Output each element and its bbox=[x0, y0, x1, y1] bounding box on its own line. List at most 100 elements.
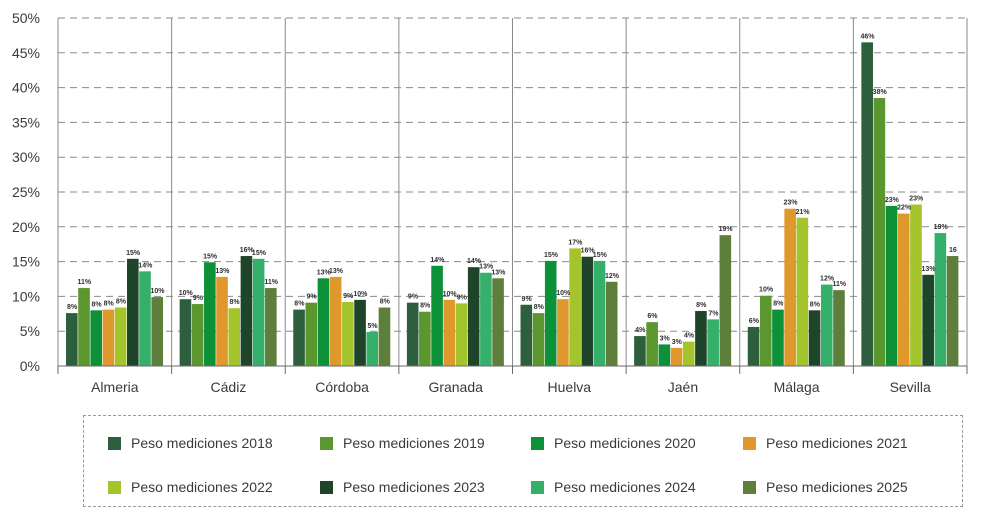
legend-item: Peso mediciones 2020 bbox=[531, 435, 696, 451]
y-tick-label: 25% bbox=[12, 184, 40, 200]
legend: Peso mediciones 2018 Peso mediciones 2019… bbox=[83, 415, 963, 507]
legend-swatch bbox=[320, 480, 333, 494]
data-label: 8% bbox=[534, 304, 545, 311]
bar bbox=[66, 313, 78, 366]
data-label: 8% bbox=[380, 299, 391, 306]
data-label: 16% bbox=[581, 248, 596, 255]
data-label: 15% bbox=[593, 252, 608, 259]
bar bbox=[670, 347, 683, 366]
data-label: 13% bbox=[479, 264, 494, 271]
legend-item: Peso mediciones 2024 bbox=[531, 479, 696, 495]
bar bbox=[922, 274, 934, 366]
bar bbox=[419, 311, 431, 366]
data-label: 46% bbox=[860, 33, 875, 40]
bar bbox=[240, 256, 253, 366]
bar bbox=[228, 308, 241, 366]
data-label: 6% bbox=[749, 318, 760, 325]
bar bbox=[695, 311, 707, 366]
data-label: 14% bbox=[430, 257, 445, 264]
data-label: 10% bbox=[759, 287, 774, 294]
bar bbox=[557, 299, 569, 366]
y-tick-label: 0% bbox=[20, 358, 40, 374]
bar bbox=[492, 278, 504, 366]
data-label: 16% bbox=[240, 247, 255, 254]
legend-item: Peso mediciones 2022 bbox=[108, 479, 273, 495]
data-label: 10% bbox=[556, 290, 571, 297]
bar bbox=[861, 42, 873, 367]
data-label: 13% bbox=[329, 268, 344, 275]
x-tick-label: Sevilla bbox=[890, 379, 931, 395]
bar bbox=[934, 233, 947, 366]
data-label: 4% bbox=[635, 327, 646, 334]
bar bbox=[252, 258, 265, 366]
data-label: 11% bbox=[832, 281, 846, 288]
bar bbox=[443, 299, 456, 366]
data-label: 5% bbox=[368, 323, 379, 330]
data-label: 11% bbox=[78, 279, 92, 286]
legend-item: Peso mediciones 2023 bbox=[320, 479, 485, 495]
bar bbox=[946, 256, 959, 366]
data-label: 17% bbox=[568, 239, 583, 246]
data-label: 13% bbox=[491, 269, 506, 276]
legend-label: Peso mediciones 2020 bbox=[554, 435, 696, 451]
bar bbox=[317, 278, 330, 366]
legend-swatch bbox=[531, 480, 544, 494]
bar bbox=[796, 217, 809, 366]
data-label: 4% bbox=[684, 333, 695, 340]
legend-label: Peso mediciones 2023 bbox=[343, 479, 485, 495]
data-label: 12% bbox=[605, 273, 620, 280]
y-tick-label: 30% bbox=[12, 149, 40, 165]
legend-swatch bbox=[108, 480, 121, 494]
bar bbox=[204, 262, 216, 366]
bar bbox=[658, 344, 671, 366]
y-tick-label: 50% bbox=[12, 10, 40, 26]
legend-item: Peso mediciones 2019 bbox=[320, 435, 485, 451]
legend-swatch bbox=[320, 436, 333, 450]
bar bbox=[784, 208, 796, 366]
x-axis: Almeria Cádiz Córdoba Granada Huelva Jaén Mála… bbox=[57, 365, 968, 395]
x-tick-label: Córdoba bbox=[315, 379, 369, 395]
data-label: 14% bbox=[467, 258, 482, 265]
bar bbox=[820, 284, 833, 366]
data-label: 6% bbox=[647, 313, 658, 320]
data-label: 13% bbox=[921, 266, 936, 273]
x-tick-label: Málaga bbox=[774, 379, 820, 395]
data-label: 10% bbox=[443, 291, 458, 298]
data-label: 7% bbox=[708, 310, 719, 317]
y-tick-label: 10% bbox=[12, 288, 40, 304]
legend-label: Peso mediciones 2025 bbox=[766, 479, 908, 495]
x-tick-label: Cádiz bbox=[211, 379, 247, 395]
bar bbox=[682, 341, 695, 366]
bar bbox=[885, 205, 898, 366]
data-label: 14% bbox=[138, 262, 153, 269]
bar bbox=[520, 304, 533, 366]
data-label: 8% bbox=[810, 301, 821, 308]
legend-label: Peso mediciones 2018 bbox=[131, 435, 273, 451]
bar bbox=[747, 327, 760, 366]
data-label: 19% bbox=[719, 226, 734, 233]
data-label: 15% bbox=[203, 253, 218, 260]
legend-label: Peso mediciones 2024 bbox=[554, 479, 696, 495]
x-tick-label: Granada bbox=[428, 379, 483, 395]
bar bbox=[581, 256, 594, 366]
data-label: 9% bbox=[522, 296, 533, 303]
bar bbox=[366, 331, 379, 366]
data-label: 9% bbox=[457, 294, 468, 301]
data-label: 23% bbox=[885, 197, 900, 204]
bar bbox=[191, 304, 204, 366]
data-label: 19% bbox=[934, 224, 949, 231]
gridlines bbox=[57, 17, 968, 366]
bar bbox=[910, 204, 922, 366]
legend-label: Peso mediciones 2022 bbox=[131, 479, 273, 495]
bar bbox=[480, 272, 492, 366]
data-label: 10% bbox=[151, 288, 166, 295]
legend-swatch bbox=[743, 480, 756, 494]
legend-swatch bbox=[108, 436, 121, 450]
bar bbox=[305, 302, 318, 366]
legend-item: Peso mediciones 2025 bbox=[743, 479, 908, 495]
bar bbox=[151, 297, 164, 366]
data-label: 8% bbox=[696, 302, 707, 309]
data-label: 13% bbox=[317, 269, 332, 276]
legend-label: Peso mediciones 2021 bbox=[766, 435, 908, 451]
